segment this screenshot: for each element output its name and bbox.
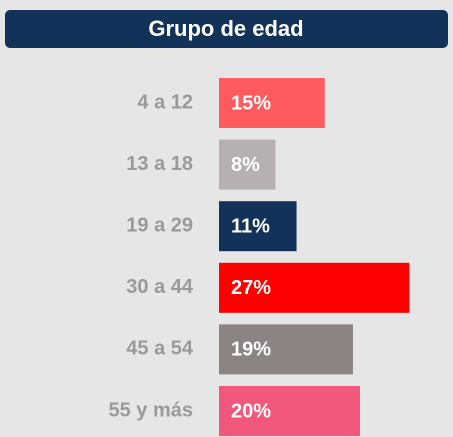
value-label: 19% xyxy=(231,339,271,361)
bar xyxy=(219,262,410,313)
value-label: 11% xyxy=(231,215,270,237)
category-label: 4 a 12 xyxy=(137,91,193,113)
category-label: 13 a 18 xyxy=(126,153,193,175)
category-label: 55 y más xyxy=(108,399,193,421)
bar xyxy=(219,386,360,436)
value-label: 20% xyxy=(231,400,271,422)
category-label: 45 a 54 xyxy=(126,338,194,360)
value-label: 15% xyxy=(231,92,271,114)
bar xyxy=(219,324,353,375)
value-label: 8% xyxy=(231,154,260,176)
bar xyxy=(219,139,276,190)
bar xyxy=(219,201,297,252)
bar xyxy=(219,78,325,128)
category-label: 30 a 44 xyxy=(126,276,194,298)
category-label: 19 a 29 xyxy=(126,214,193,236)
chart-title: Grupo de edad xyxy=(148,16,303,41)
title-box xyxy=(5,10,448,48)
value-label: 27% xyxy=(231,277,271,299)
